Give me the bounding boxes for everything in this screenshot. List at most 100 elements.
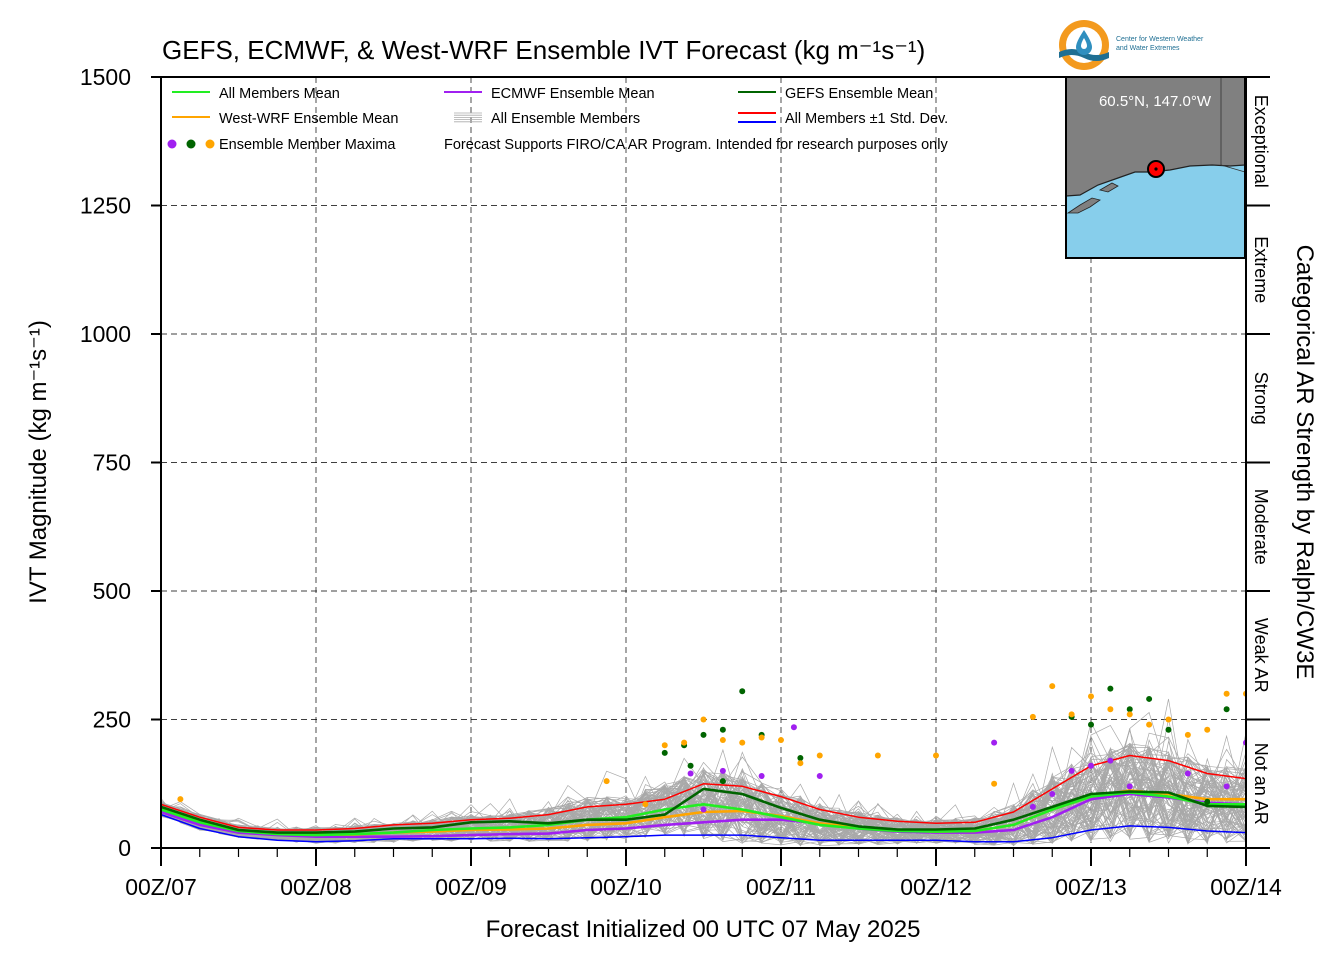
maxima-dot <box>1126 783 1133 790</box>
maxima-dot <box>1165 716 1172 723</box>
y-tick-label: 500 <box>93 578 131 604</box>
maxima-dot <box>1126 706 1133 713</box>
maxima-dot <box>816 752 823 759</box>
ensemble-member-line <box>161 757 1246 844</box>
series-lines <box>161 754 1246 843</box>
cw3e-logo: Center for Western Weather and Water Ext… <box>1059 20 1204 70</box>
category-axis: Not an AR Weak AR Moderate Strong Extreme Exc… <box>1245 76 1271 849</box>
maxima-dot <box>1146 721 1153 728</box>
y-tick-label: 0 <box>118 835 131 861</box>
ensemble-member-line <box>161 753 1246 845</box>
logo-text-line2: and Water Extremes <box>1116 45 1180 52</box>
legend-label: West-WRF Ensemble Mean <box>219 111 398 127</box>
maxima-dot <box>1204 798 1211 805</box>
x-axis-label: Forecast Initialized 00 UTC 07 May 2025 <box>486 916 921 943</box>
category-label: Moderate <box>1251 489 1271 565</box>
maxima-dot <box>797 760 804 767</box>
x-tick-label: 00Z/12 <box>900 874 972 900</box>
maxima-dot <box>1068 767 1075 774</box>
maxima-dot <box>681 739 688 746</box>
maxima-dot <box>1204 726 1211 733</box>
maxima-dot <box>1088 762 1094 769</box>
maxima-dot <box>719 726 726 733</box>
maxima-dot <box>1068 711 1075 718</box>
series-line <box>161 813 1246 843</box>
x-tick-label: 00Z/10 <box>590 874 662 900</box>
legend-label: All Ensemble Members <box>491 111 640 127</box>
inset-location-label: 60.5°N, 147.0°W <box>1099 93 1212 110</box>
maxima-dot <box>1029 713 1036 720</box>
grid <box>161 77 1246 848</box>
y-axis: 0 250 500 750 1000 1250 1500 <box>80 64 161 861</box>
maxima-dot <box>1088 721 1094 728</box>
maxima-dot <box>758 773 765 780</box>
maxima-dot <box>1223 706 1230 713</box>
y-tick-label: 750 <box>93 450 131 476</box>
maxima-dot <box>1049 683 1056 690</box>
maxima-dot <box>1223 783 1230 790</box>
maxima-dot <box>1165 726 1172 733</box>
category-label: Extreme <box>1251 236 1271 303</box>
legend-swatch <box>205 139 215 149</box>
maxima-dot <box>719 778 726 785</box>
inset-map: 60.5°N, 147.0°W <box>1065 76 1246 259</box>
maxima-dot <box>991 739 998 746</box>
maxima-dot <box>1107 757 1114 764</box>
maxima-dot <box>687 762 694 769</box>
maxima-dot <box>1184 731 1191 738</box>
logo-text-line1: Center for Western Weather <box>1116 36 1204 43</box>
legend-note: Forecast Supports FIRO/CA AR Program. In… <box>444 137 948 153</box>
category-label: Not an AR <box>1251 743 1271 825</box>
chart-title: GEFS, ECMWF, & West-WRF Ensemble IVT For… <box>162 35 925 65</box>
legend-label: GEFS Ensemble Mean <box>785 86 933 102</box>
legend-label: ECMWF Ensemble Mean <box>491 86 655 102</box>
series-line <box>161 787 1246 834</box>
island-shape <box>1066 197 1101 214</box>
right-axis-label: Categorical AR Strength by Ralph/CW3E <box>1291 245 1318 680</box>
legend-label: All Members ±1 Std. Dev. <box>785 111 948 127</box>
x-tick-label: 00Z/14 <box>1210 874 1282 900</box>
maxima-dot <box>797 755 804 762</box>
maxima-dot <box>177 796 184 803</box>
legend-swatch <box>186 139 196 149</box>
maxima-dot <box>700 731 707 738</box>
x-tick-label: 00Z/09 <box>435 874 507 900</box>
x-tick-label: 00Z/07 <box>125 874 197 900</box>
y-tick-label: 1250 <box>80 193 131 219</box>
maxima-dot <box>661 742 668 749</box>
maxima-dot <box>700 716 707 723</box>
maxima-dot <box>1088 693 1094 700</box>
member-maxima <box>177 683 1246 813</box>
maxima-dot <box>719 737 726 744</box>
maxima-dot <box>661 749 668 756</box>
maxima-dot <box>1184 770 1191 777</box>
maxima-dot <box>603 778 610 785</box>
maxima-dot <box>1223 690 1230 697</box>
maxima-dot <box>1107 706 1114 713</box>
maxima-dot <box>739 739 746 746</box>
maxima-dot <box>991 780 998 787</box>
maxima-dot <box>933 752 939 759</box>
x-axis: 00Z/07 00Z/08 00Z/09 00Z/10 00Z/11 00Z/12 00Z/… <box>125 848 1282 900</box>
y-axis-label: IVT Magnitude (kg m⁻¹s⁻¹) <box>25 320 52 604</box>
maxima-dot <box>778 737 784 744</box>
maxima-dot <box>1029 803 1036 810</box>
y-tick-label: 1000 <box>80 321 131 347</box>
x-tick-label: 00Z/08 <box>280 874 352 900</box>
maxima-dot <box>1126 711 1133 718</box>
legend: All Members Mean ECMWF Ensemble Mean GEFS … <box>167 86 948 153</box>
legend-label: Ensemble Member Maxima <box>219 137 396 153</box>
maxima-dot <box>816 773 823 780</box>
x-tick-label: 00Z/11 <box>746 874 816 900</box>
maxima-dot <box>687 770 694 777</box>
maxima-dot <box>874 752 881 759</box>
maxima-dot <box>790 724 797 731</box>
legend-label: All Members Mean <box>219 86 340 102</box>
category-label: Strong <box>1251 372 1271 425</box>
x-tick-label: 00Z/13 <box>1055 874 1127 900</box>
maxima-dot <box>719 767 726 774</box>
series-line <box>161 791 1246 837</box>
maxima-dot <box>758 734 765 741</box>
legend-swatch <box>167 139 177 149</box>
